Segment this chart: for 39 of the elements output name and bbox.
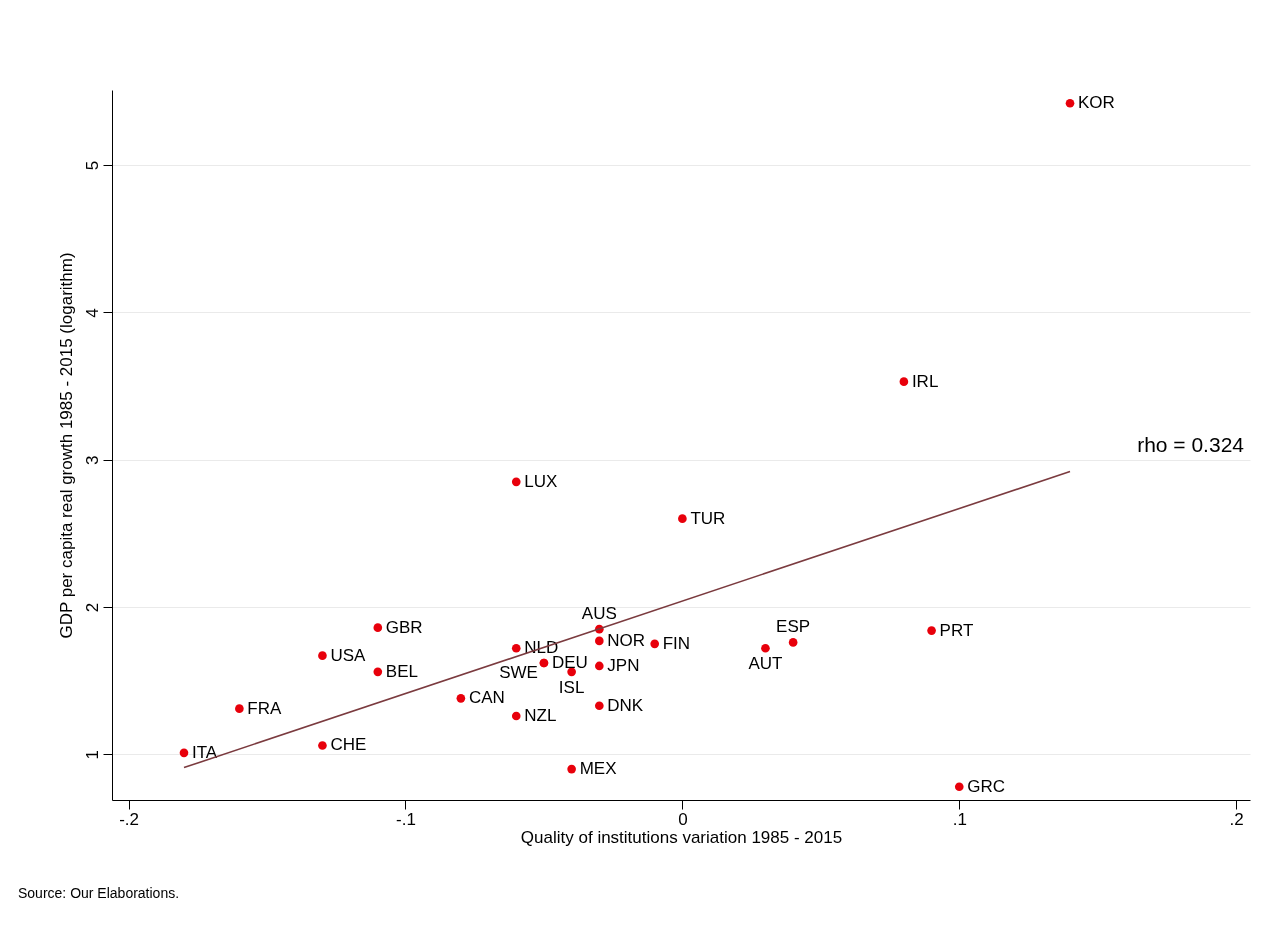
x-tick-label: -.1 <box>396 809 416 829</box>
data-label: BEL <box>385 661 418 681</box>
y-axis-title: GDP per capita real growth 1985 - 2015 (logarithm) <box>56 252 76 639</box>
data-label: ITA <box>191 742 218 762</box>
y-tick-label: 4 <box>82 308 102 318</box>
source-note: Source: Our Elaborations. <box>18 885 180 901</box>
data-label: GBR <box>385 617 423 637</box>
data-label: TUR <box>690 508 726 528</box>
data-label: FIN <box>662 633 691 653</box>
x-tick-label: -.2 <box>119 809 140 829</box>
data-label: NOR <box>607 630 646 650</box>
x-tick-label: 0 <box>678 809 688 829</box>
data-label: ESP <box>776 617 811 637</box>
y-tick-label: 3 <box>82 455 102 465</box>
x-axis-title: Quality of institutions variation 1985 - 2015 <box>520 827 843 847</box>
data-label: ISL <box>558 677 585 697</box>
data-label: NZL <box>524 706 557 726</box>
data-label: CHE <box>330 735 367 755</box>
data-label: CAN <box>468 688 505 708</box>
data-label: MEX <box>579 759 617 779</box>
data-label: PRT <box>939 620 974 640</box>
data-label: AUT <box>748 654 783 674</box>
data-label: IRL <box>911 371 939 391</box>
data-label: DNK <box>607 695 644 715</box>
data-label: SWE <box>499 663 538 683</box>
x-tick-label: .2 <box>1229 809 1244 829</box>
data-label: KOR <box>1078 93 1115 113</box>
data-label: DEU <box>551 653 588 673</box>
y-tick-label: 5 <box>82 160 102 171</box>
data-label: USA <box>330 645 367 665</box>
data-label: GRC <box>967 776 1006 796</box>
x-tick-label: .1 <box>952 809 967 829</box>
data-label: LUX <box>524 471 558 491</box>
data-label: JPN <box>607 655 640 675</box>
data-label: AUS <box>581 604 617 624</box>
data-label: FRA <box>247 698 283 718</box>
annotation: rho = 0.324 <box>1137 433 1245 456</box>
y-tick-label: 1 <box>82 750 102 760</box>
y-tick-label: 2 <box>82 602 102 613</box>
